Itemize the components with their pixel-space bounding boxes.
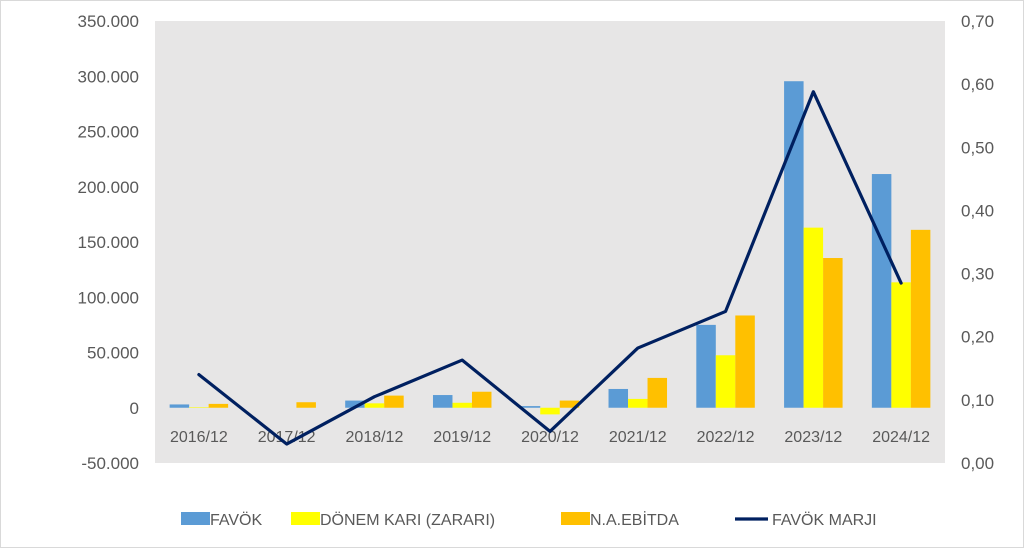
left-axis-tick-label: -50.000 <box>81 454 139 473</box>
bar-1-2021-12 <box>609 389 629 408</box>
right-axis-tick-label: 0,50 <box>961 138 994 157</box>
category-label: 2016/12 <box>170 429 228 446</box>
bar-3-2024-12 <box>911 230 931 408</box>
right-axis-tick-label: 0,30 <box>961 265 994 284</box>
left-axis-tick-label: 100.000 <box>78 288 139 307</box>
right-axis-tick-label: 0,20 <box>961 328 994 347</box>
category-label: 2022/12 <box>697 429 755 446</box>
bar-3-2017-12 <box>296 402 316 408</box>
legend-swatch-1 <box>181 512 210 525</box>
bar-1-2024-12 <box>872 174 892 408</box>
bar-1-2020-12 <box>521 406 541 408</box>
legend-label: FAVÖK <box>210 511 262 529</box>
legend-label: FAVÖK MARJI <box>772 511 877 529</box>
right-axis-tick-label: 0,60 <box>961 75 994 94</box>
bar-3-2016-12 <box>209 404 229 408</box>
category-label: 2023/12 <box>784 429 842 446</box>
bar-3-2022-12 <box>735 315 755 407</box>
left-axis-tick-label: 50.000 <box>87 344 139 363</box>
left-axis-tick-label: 200.000 <box>78 178 139 197</box>
bar-2-2024-12 <box>891 282 911 407</box>
bar-2-2022-12 <box>716 355 736 407</box>
bar-2-2019-12 <box>452 403 472 408</box>
bar-3-2021-12 <box>648 378 668 408</box>
right-axis-tick-label: 0,00 <box>961 454 994 473</box>
category-label: 2019/12 <box>433 429 491 446</box>
bar-2-2023-12 <box>804 228 824 408</box>
bar-1-2023-12 <box>784 81 804 408</box>
legend-swatch-3 <box>561 512 590 525</box>
bar-3-2018-12 <box>384 396 404 408</box>
left-axis-tick-label: 350.000 <box>78 12 139 31</box>
category-label: 2018/12 <box>346 429 404 446</box>
category-label: 2024/12 <box>872 429 930 446</box>
bar-2-2020-12 <box>540 408 560 415</box>
legend-label: DÖNEM KARI (ZARARI) <box>320 511 495 529</box>
bar-2-2016-12 <box>189 407 209 408</box>
bar-3-2023-12 <box>823 258 843 408</box>
bar-2-2018-12 <box>365 403 385 407</box>
left-axis-tick-label: 250.000 <box>78 123 139 142</box>
bar-1-2022-12 <box>696 325 716 408</box>
left-axis-tick-label: 0 <box>130 399 139 418</box>
bar-1-2019-12 <box>433 395 453 408</box>
legend-label: N.A.EBİTDA <box>590 510 679 529</box>
bar-3-2019-12 <box>472 392 492 408</box>
bar-1-2016-12 <box>170 404 190 407</box>
category-label: 2021/12 <box>609 429 667 446</box>
right-axis-tick-label: 0,40 <box>961 201 994 220</box>
left-axis-tick-label: 150.000 <box>78 233 139 252</box>
right-axis-tick-label: 0,70 <box>961 12 994 31</box>
legend-swatch-2 <box>291 512 320 525</box>
bar-2-2021-12 <box>628 399 648 408</box>
right-axis-tick-label: 0,10 <box>961 391 994 410</box>
left-axis-tick-label: 300.000 <box>78 67 139 86</box>
